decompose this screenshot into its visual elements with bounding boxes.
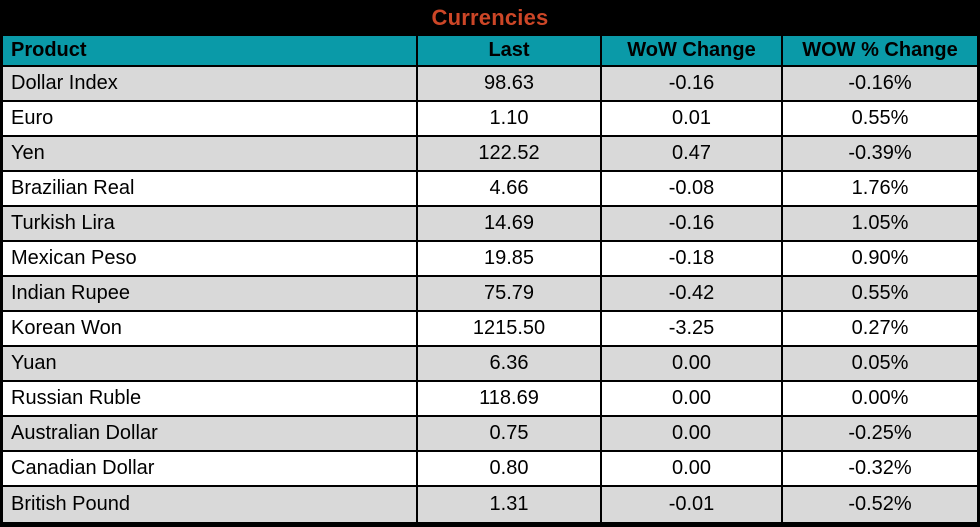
cell-product: Brazilian Real <box>3 172 418 207</box>
cell-wow-change: -0.16 <box>602 207 783 242</box>
cell-wow-change: -0.42 <box>602 277 783 312</box>
table-row: Russian Ruble 118.69 0.00 0.00% <box>3 382 977 417</box>
cell-wow-pct-change: 0.27% <box>783 312 977 347</box>
currencies-table: Product Last WoW Change WOW % Change Dol… <box>3 36 977 522</box>
cell-last: 75.79 <box>418 277 602 312</box>
cell-last: 1215.50 <box>418 312 602 347</box>
cell-last: 1.10 <box>418 102 602 137</box>
cell-last: 14.69 <box>418 207 602 242</box>
table-row: British Pound 1.31 -0.01 -0.52% <box>3 487 977 522</box>
cell-last: 98.63 <box>418 67 602 102</box>
cell-product: Korean Won <box>3 312 418 347</box>
column-header-product: Product <box>3 36 418 67</box>
cell-product: Yen <box>3 137 418 172</box>
cell-last: 118.69 <box>418 382 602 417</box>
cell-wow-pct-change: -0.52% <box>783 487 977 522</box>
cell-wow-pct-change: -0.16% <box>783 67 977 102</box>
cell-product: Yuan <box>3 347 418 382</box>
table-row: Australian Dollar 0.75 0.00 -0.25% <box>3 417 977 452</box>
cell-product: Indian Rupee <box>3 277 418 312</box>
cell-wow-change: -0.08 <box>602 172 783 207</box>
cell-last: 122.52 <box>418 137 602 172</box>
cell-wow-pct-change: 0.55% <box>783 277 977 312</box>
cell-wow-change: 0.47 <box>602 137 783 172</box>
table-row: Mexican Peso 19.85 -0.18 0.90% <box>3 242 977 277</box>
table-row: Euro 1.10 0.01 0.55% <box>3 102 977 137</box>
table-row: Yuan 6.36 0.00 0.05% <box>3 347 977 382</box>
cell-last: 0.75 <box>418 417 602 452</box>
cell-wow-change: -0.16 <box>602 67 783 102</box>
cell-last: 1.31 <box>418 487 602 522</box>
cell-wow-pct-change: -0.39% <box>783 137 977 172</box>
table-body: Dollar Index 98.63 -0.16 -0.16% Euro 1.10 0.01… <box>3 67 977 522</box>
table-row: Yen 122.52 0.47 -0.39% <box>3 137 977 172</box>
cell-wow-change: 0.01 <box>602 102 783 137</box>
cell-last: 0.80 <box>418 452 602 487</box>
cell-product: Canadian Dollar <box>3 452 418 487</box>
cell-last: 19.85 <box>418 242 602 277</box>
column-header-last: Last <box>418 36 602 67</box>
cell-wow-pct-change: -0.25% <box>783 417 977 452</box>
cell-wow-pct-change: 1.05% <box>783 207 977 242</box>
cell-product: Dollar Index <box>3 67 418 102</box>
cell-product: British Pound <box>3 487 418 522</box>
cell-product: Turkish Lira <box>3 207 418 242</box>
cell-wow-change: -0.18 <box>602 242 783 277</box>
cell-product: Russian Ruble <box>3 382 418 417</box>
cell-product: Mexican Peso <box>3 242 418 277</box>
cell-last: 6.36 <box>418 347 602 382</box>
header-row: Product Last WoW Change WOW % Change <box>3 36 977 67</box>
cell-wow-pct-change: 0.00% <box>783 382 977 417</box>
table-row: Brazilian Real 4.66 -0.08 1.76% <box>3 172 977 207</box>
cell-wow-change: 0.00 <box>602 382 783 417</box>
cell-wow-pct-change: 0.05% <box>783 347 977 382</box>
column-header-wow-pct-change: WOW % Change <box>783 36 977 67</box>
cell-wow-pct-change: 0.55% <box>783 102 977 137</box>
cell-product: Australian Dollar <box>3 417 418 452</box>
cell-wow-change: 0.00 <box>602 347 783 382</box>
cell-wow-pct-change: 0.90% <box>783 242 977 277</box>
table-row: Dollar Index 98.63 -0.16 -0.16% <box>3 67 977 102</box>
cell-wow-pct-change: -0.32% <box>783 452 977 487</box>
cell-wow-change: 0.00 <box>602 452 783 487</box>
cell-wow-change: -3.25 <box>602 312 783 347</box>
cell-wow-pct-change: 1.76% <box>783 172 977 207</box>
table-row: Canadian Dollar 0.80 0.00 -0.32% <box>3 452 977 487</box>
column-header-wow-change: WoW Change <box>602 36 783 67</box>
table-row: Turkish Lira 14.69 -0.16 1.05% <box>3 207 977 242</box>
cell-last: 4.66 <box>418 172 602 207</box>
table-title: Currencies <box>431 5 549 30</box>
table-row: Korean Won 1215.50 -3.25 0.27% <box>3 312 977 347</box>
title-bar: Currencies <box>3 0 977 36</box>
table-row: Indian Rupee 75.79 -0.42 0.55% <box>3 277 977 312</box>
cell-wow-change: -0.01 <box>602 487 783 522</box>
cell-wow-change: 0.00 <box>602 417 783 452</box>
cell-product: Euro <box>3 102 418 137</box>
